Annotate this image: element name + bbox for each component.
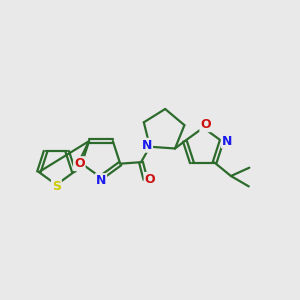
Text: N: N <box>222 134 232 148</box>
Text: O: O <box>74 157 85 170</box>
Text: O: O <box>145 173 155 186</box>
Text: N: N <box>142 139 152 152</box>
Text: O: O <box>200 118 211 131</box>
Text: N: N <box>96 174 106 187</box>
Text: S: S <box>52 180 61 193</box>
